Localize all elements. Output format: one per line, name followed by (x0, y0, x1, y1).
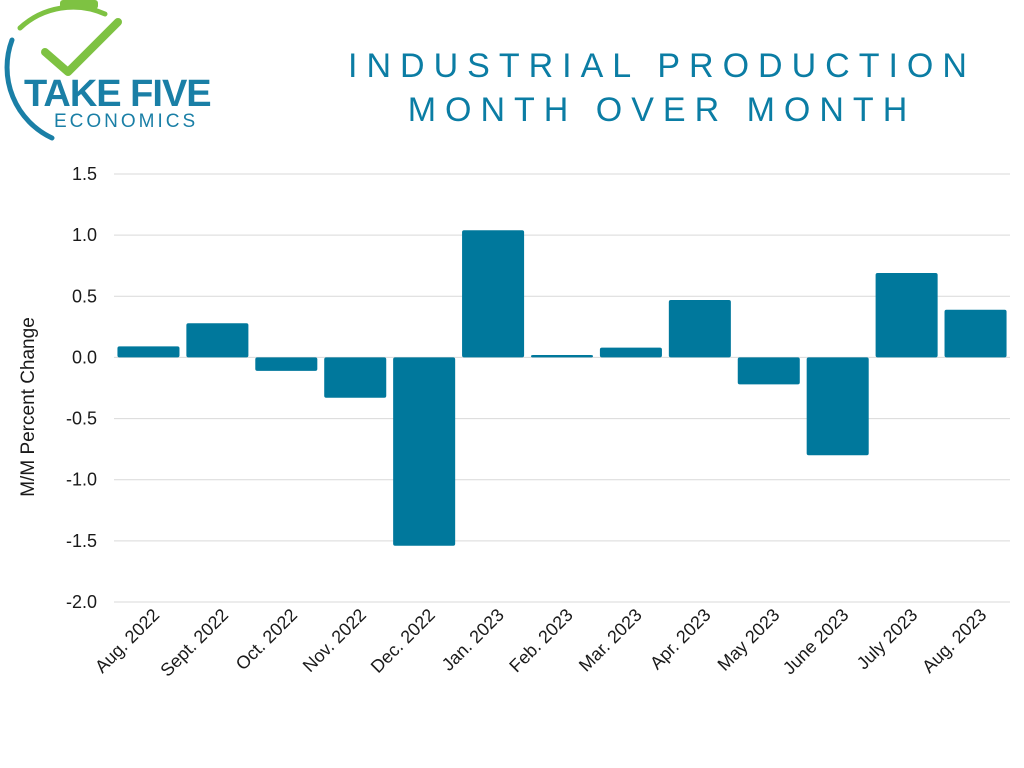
x-tick-label: July 2023 (853, 605, 922, 674)
bar (668, 299, 731, 358)
logo-line1: TAKE FIVE (24, 73, 211, 115)
x-tick-label: Aug. 2022 (91, 605, 163, 677)
y-tick-label: -1.0 (66, 470, 97, 490)
bar (324, 357, 387, 398)
bar (186, 323, 249, 358)
bar (462, 230, 525, 358)
bar (944, 309, 1007, 358)
check-mark-icon (41, 18, 122, 76)
x-tick-label: May 2023 (714, 605, 784, 675)
logo-line2: ECONOMICS (54, 111, 198, 132)
y-tick-label: 0.5 (72, 286, 97, 306)
x-tick-label: Oct. 2022 (232, 605, 301, 674)
x-tick-label: June 2023 (779, 605, 853, 679)
bar (737, 357, 800, 385)
bar (255, 357, 318, 371)
y-tick-label: 1.5 (72, 164, 97, 184)
bar (530, 354, 594, 358)
x-tick-label: Dec. 2022 (367, 605, 439, 677)
stopwatch-ring-shape (4, 37, 55, 141)
stopwatch-ring-top-shape (17, 4, 108, 31)
x-tick-label: Aug. 2023 (918, 605, 990, 677)
chart-title-line2: MONTH OVER MONTH (407, 91, 917, 129)
y-axis-title: M/M Percent Change (18, 317, 39, 497)
bar (393, 357, 456, 546)
bar (117, 346, 180, 358)
y-tick-label: 0.0 (72, 347, 97, 367)
x-tick-label: Sept. 2022 (156, 605, 232, 681)
y-tick-label: -1.5 (66, 531, 97, 551)
y-tick-label: -2.0 (66, 592, 97, 612)
chart-title-line1: INDUSTRIAL PRODUCTION (348, 47, 976, 85)
bars (117, 230, 1007, 546)
bar (806, 357, 869, 456)
chart-title: INDUSTRIAL PRODUCTION MONTH OVER MONTH (300, 44, 1024, 132)
take-five-economics-logo: TAKE FIVE ECONOMICS (4, 0, 212, 141)
y-axis-ticks: 1.5 1.0 0.5 0.0 -0.5 -1.0 -1.5 -2.0 (66, 164, 97, 612)
x-tick-label: Nov. 2022 (299, 605, 370, 676)
gridlines (114, 173, 1010, 603)
y-tick-label: 1.0 (72, 225, 97, 245)
bar (599, 347, 662, 358)
x-tick-label: Mar. 2023 (575, 605, 646, 676)
y-tick-label: -0.5 (66, 409, 97, 429)
x-tick-label: Jan. 2023 (438, 605, 508, 675)
x-tick-label: Apr. 2023 (646, 605, 715, 674)
bar (875, 273, 938, 358)
x-tick-label: Feb. 2023 (505, 605, 576, 676)
